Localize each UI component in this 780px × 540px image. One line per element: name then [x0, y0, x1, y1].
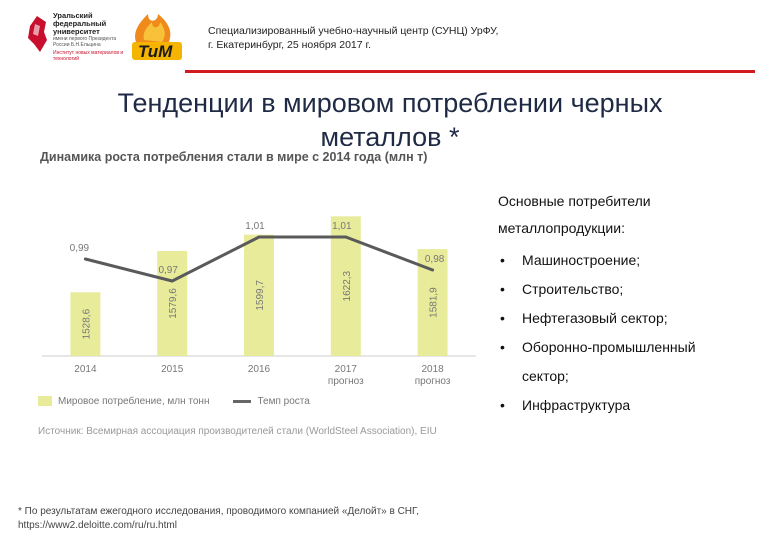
list-item: • Нефтегазовый сектор; [498, 304, 768, 333]
list-item: • Машиностроение; [498, 246, 768, 275]
growth-rate-point [431, 268, 435, 272]
header-line-2: г. Екатеринбург, 25 ноября 2017 г. [208, 39, 371, 51]
list-item: • Инфраструктура [498, 391, 768, 420]
list-item-label: Машиностроение; [522, 252, 641, 268]
list-item: • Оборонно-промышленный [498, 333, 768, 362]
logo1-subtitle2: Институт новых материалов и технологий [53, 50, 124, 62]
list-item: • Строительство; [498, 275, 768, 304]
footnote-line-2: https://www2.deloitte.com/ru/ru.html [18, 520, 177, 531]
bullet: • [500, 281, 505, 297]
growth-rate-label: 0,97 [158, 265, 178, 276]
growth-rate-point [83, 257, 87, 261]
x-tick-label: 2016 [248, 364, 271, 375]
bullet: • [500, 397, 505, 413]
bar [157, 250, 188, 356]
growth-rate-label: 1,01 [245, 221, 265, 232]
bar-value-label: 1579,6 [168, 288, 179, 319]
tim-logo-text: ТиМ [138, 42, 173, 61]
consumers-block: Основные потребители металлопродукции: •… [498, 188, 768, 420]
urfu-logo: Уральский федеральный университет имени … [26, 12, 126, 64]
chart-title: Динамика роста потребления стали в мире … [40, 150, 428, 164]
flame-icon [132, 14, 182, 60]
legend-label-bar: Мировое потребление, млн тонн [58, 396, 210, 407]
growth-rate-label: 0,99 [70, 243, 90, 254]
legend-swatch-line [233, 399, 252, 403]
urfu-emblem-icon [28, 16, 47, 52]
list-item-label: Нефтегазовый сектор; [522, 310, 668, 326]
x-tick-label: 2015 [161, 364, 184, 375]
growth-rate-point [344, 235, 348, 239]
footnote: * По результатам ежегодного исследования… [18, 505, 419, 533]
header-line-1: Специализированный учебно-научный центр … [208, 25, 499, 37]
bullet: • [500, 252, 505, 268]
x-tick-sublabel: прогноз [415, 376, 451, 387]
x-tick-sublabel: прогноз [328, 376, 364, 387]
growth-rate-label: 1,01 [332, 221, 352, 232]
logo1-subtitle: имени первого Президента России Б.Н.Ельц… [53, 36, 117, 48]
list-item-label: Оборонно-промышленный [522, 339, 696, 355]
growth-rate-point [170, 279, 174, 283]
bar [244, 234, 274, 356]
bar-value-label: 1528,6 [81, 308, 92, 339]
chart-svg: 1528,6 2014 1579,6 2015 1599,7 2016 1622,3 2017… [42, 216, 476, 387]
legend-label-line: Темп роста [257, 396, 310, 407]
x-tick-label: 2017 [335, 364, 358, 375]
consumers-list: • Машиностроение; • Строительство; • Нефтег… [498, 246, 768, 420]
list-item-label: Строительство; [522, 281, 624, 297]
chart-legend: Мировое потребление, млн тонн Темп роста [38, 396, 310, 407]
header-divider [185, 70, 755, 73]
bar-value-label: 1599,7 [255, 280, 266, 311]
x-tick-label: 2014 [74, 364, 97, 375]
chart-source: Источник: Всемирная ассоциация производи… [38, 426, 437, 437]
list-item-continuation: сектор; [498, 362, 768, 391]
bar [70, 292, 101, 356]
bullet: • [500, 310, 505, 326]
title-line-2: металлов * [320, 122, 460, 146]
tim-logo: ТиМ [128, 12, 186, 64]
title-line-1: Тенденции в мировом потреблении черных [117, 88, 663, 118]
slide-title: Тенденции в мировом потреблении черных м… [0, 86, 780, 146]
footnote-line-1: * По результатам ежегодного исследования… [18, 506, 419, 517]
logo1-line: Уральский [53, 11, 93, 20]
list-item-label: Инфраструктура [522, 397, 631, 413]
header-info: Специализированный учебно-научный центр … [208, 24, 498, 52]
bar-value-label: 1622,3 [342, 270, 353, 301]
logo1-line: федеральный [53, 19, 107, 28]
legend-swatch-bar [38, 396, 52, 407]
growth-rate-label: 0,98 [425, 254, 445, 265]
bullet: • [500, 339, 505, 355]
consumers-heading-1: Основные потребители [498, 193, 651, 209]
x-tick-label: 2018 [421, 364, 444, 375]
bar-value-label: 1581,9 [429, 287, 440, 318]
chart-panel: 1528,6 2014 1579,6 2015 1599,7 2016 1622,3 2017… [38, 146, 480, 446]
logo1-line: университет [53, 27, 100, 36]
list-item-label: сектор; [522, 368, 569, 384]
consumers-heading-2: металлопродукции: [498, 220, 625, 236]
growth-rate-point [257, 235, 261, 239]
